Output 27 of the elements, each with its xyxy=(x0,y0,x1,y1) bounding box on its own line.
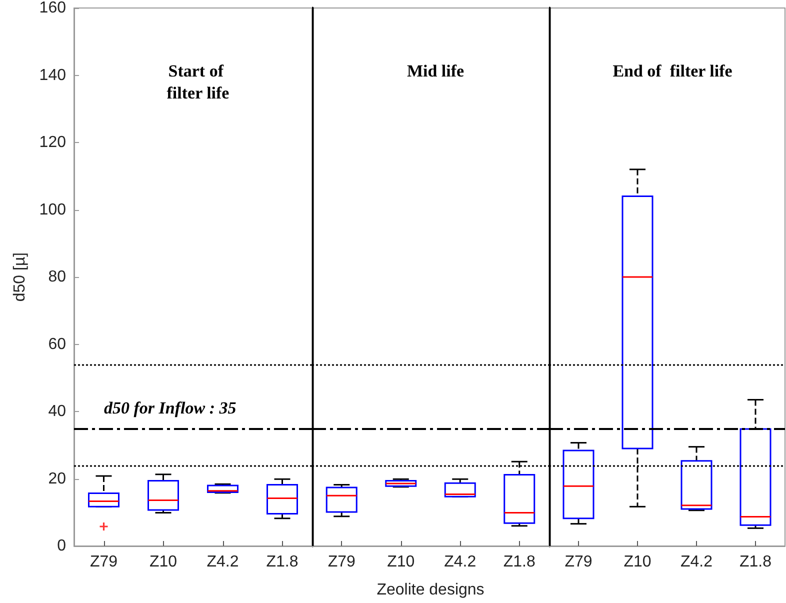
x-axis-title: Zeolite designs xyxy=(376,582,484,598)
x-tick-label: Z10 xyxy=(624,554,652,570)
y-tick-label: 120 xyxy=(39,134,66,151)
text: End of filter life xyxy=(612,62,733,80)
x-tick-label: Z1.8 xyxy=(503,554,536,570)
x-tick-label: Z79 xyxy=(328,554,356,570)
y-axis-title: d50 [µ] xyxy=(12,252,28,302)
x-tick-label: Z1.8 xyxy=(266,554,298,570)
x-tick-label: Z4.2 xyxy=(680,554,713,570)
y-tick-label: 40 xyxy=(48,403,66,420)
x-tick-label: Z79 xyxy=(90,554,118,570)
x-tick-label: Z10 xyxy=(387,554,415,570)
y-tick-label: 20 xyxy=(48,470,66,488)
y-tick-label: 60 xyxy=(48,336,66,353)
y-tick-label: 140 xyxy=(39,66,66,84)
x-tick-label: Z4.2 xyxy=(206,554,239,570)
x-tick-label: Z79 xyxy=(564,554,592,570)
x-tick-label: Z10 xyxy=(149,554,178,570)
text: Start of filter life xyxy=(166,62,230,102)
x-tick-label: Z1.8 xyxy=(739,554,772,570)
text: Mid life xyxy=(406,62,465,80)
x-tick-label: Z4.2 xyxy=(444,554,476,570)
y-tick-label: 100 xyxy=(39,201,66,218)
y-tick-label: 0 xyxy=(57,538,66,554)
ref-line-label: d50 for Inflow : 35 xyxy=(104,398,237,418)
y-tick-label: 160 xyxy=(39,0,66,16)
y-tick-label: 80 xyxy=(48,268,66,286)
